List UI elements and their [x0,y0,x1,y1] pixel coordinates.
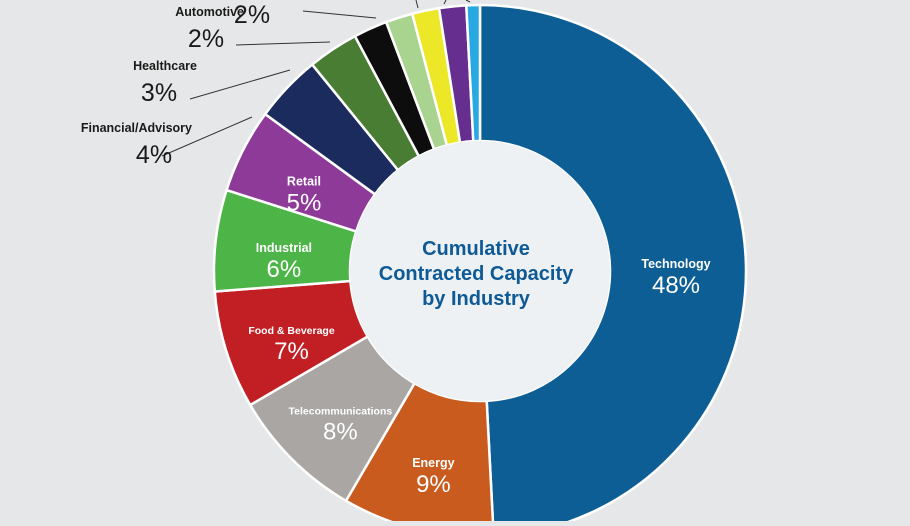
leader-lines [161,0,471,157]
leader-stub-1 [415,0,419,9]
label-industrial: Industrial [256,241,312,255]
donut-hole [350,141,610,401]
title-line: Cumulative [422,238,530,260]
leader-stub-3 [465,0,471,3]
title-line: Contracted Capacity [379,263,574,285]
value-financial-advisory: 4% [136,141,172,169]
title-line: by Industry [422,288,531,310]
label-retail: Retail [287,175,321,189]
label-healthcare: Healthcare [133,59,197,73]
label-automotive: Automotive [175,5,244,19]
value-automotive: 2% [188,25,224,53]
value-telecommunications: 8% [323,419,358,446]
leader-stub-2 [443,0,447,5]
leader-line-unlabeled-9 [302,10,377,19]
value-food-beverage: 7% [274,338,309,365]
label-technology: Technology [641,257,710,271]
label-financial-advisory: Financial/Advisory [81,121,192,135]
leader-line-financial-advisory [161,116,253,157]
value-technology: 48% [652,272,700,299]
value-energy: 9% [416,471,451,498]
leader-line-automotive [235,41,331,46]
value-retail: 5% [287,190,322,217]
label-food-beverage: Food & Beverage [248,325,335,337]
label-energy: Energy [412,456,454,470]
chart-title: Cumulative Contracted Capacity by Industry [379,238,574,310]
leader-line-healthcare [189,69,291,100]
value-healthcare: 3% [141,79,177,107]
label-telecommunications: Telecommunications [289,406,393,418]
value-industrial: 6% [267,256,302,283]
value-unlabeled-9: 2% [234,1,270,29]
